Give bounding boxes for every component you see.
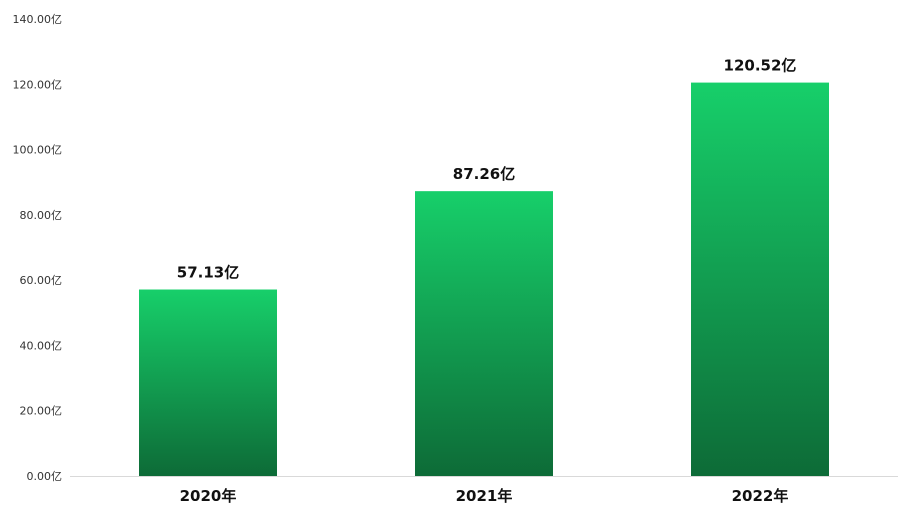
y-tick-label: 60.00亿 xyxy=(20,274,63,287)
y-tick-label: 40.00亿 xyxy=(20,339,63,352)
data-labels-group: 57.13亿 87.26亿 120.52亿 xyxy=(177,57,797,282)
bar xyxy=(415,191,553,476)
data-label: 57.13亿 xyxy=(177,264,239,282)
y-tick-label: 100.00亿 xyxy=(13,144,63,157)
y-tick-label: 0.00亿 xyxy=(27,470,63,483)
y-tick-label: 20.00亿 xyxy=(20,405,63,418)
data-label: 120.52亿 xyxy=(724,57,797,75)
x-tick-label: 2022年 xyxy=(732,487,789,505)
bars-group xyxy=(139,82,829,476)
x-tick-label: 2021年 xyxy=(456,487,513,505)
y-axis: 0.00亿 20.00亿 40.00亿 60.00亿 80.00亿 100.00亿 120.… xyxy=(13,13,63,483)
y-tick-label: 140.00亿 xyxy=(13,13,63,26)
y-tick-label: 80.00亿 xyxy=(20,209,63,222)
data-label: 87.26亿 xyxy=(453,165,515,183)
y-tick-label: 120.00亿 xyxy=(13,78,63,91)
x-axis: 2020年 2021年 2022年 xyxy=(180,487,789,505)
bar xyxy=(691,82,829,476)
bar xyxy=(139,289,277,476)
x-tick-label: 2020年 xyxy=(180,487,237,505)
